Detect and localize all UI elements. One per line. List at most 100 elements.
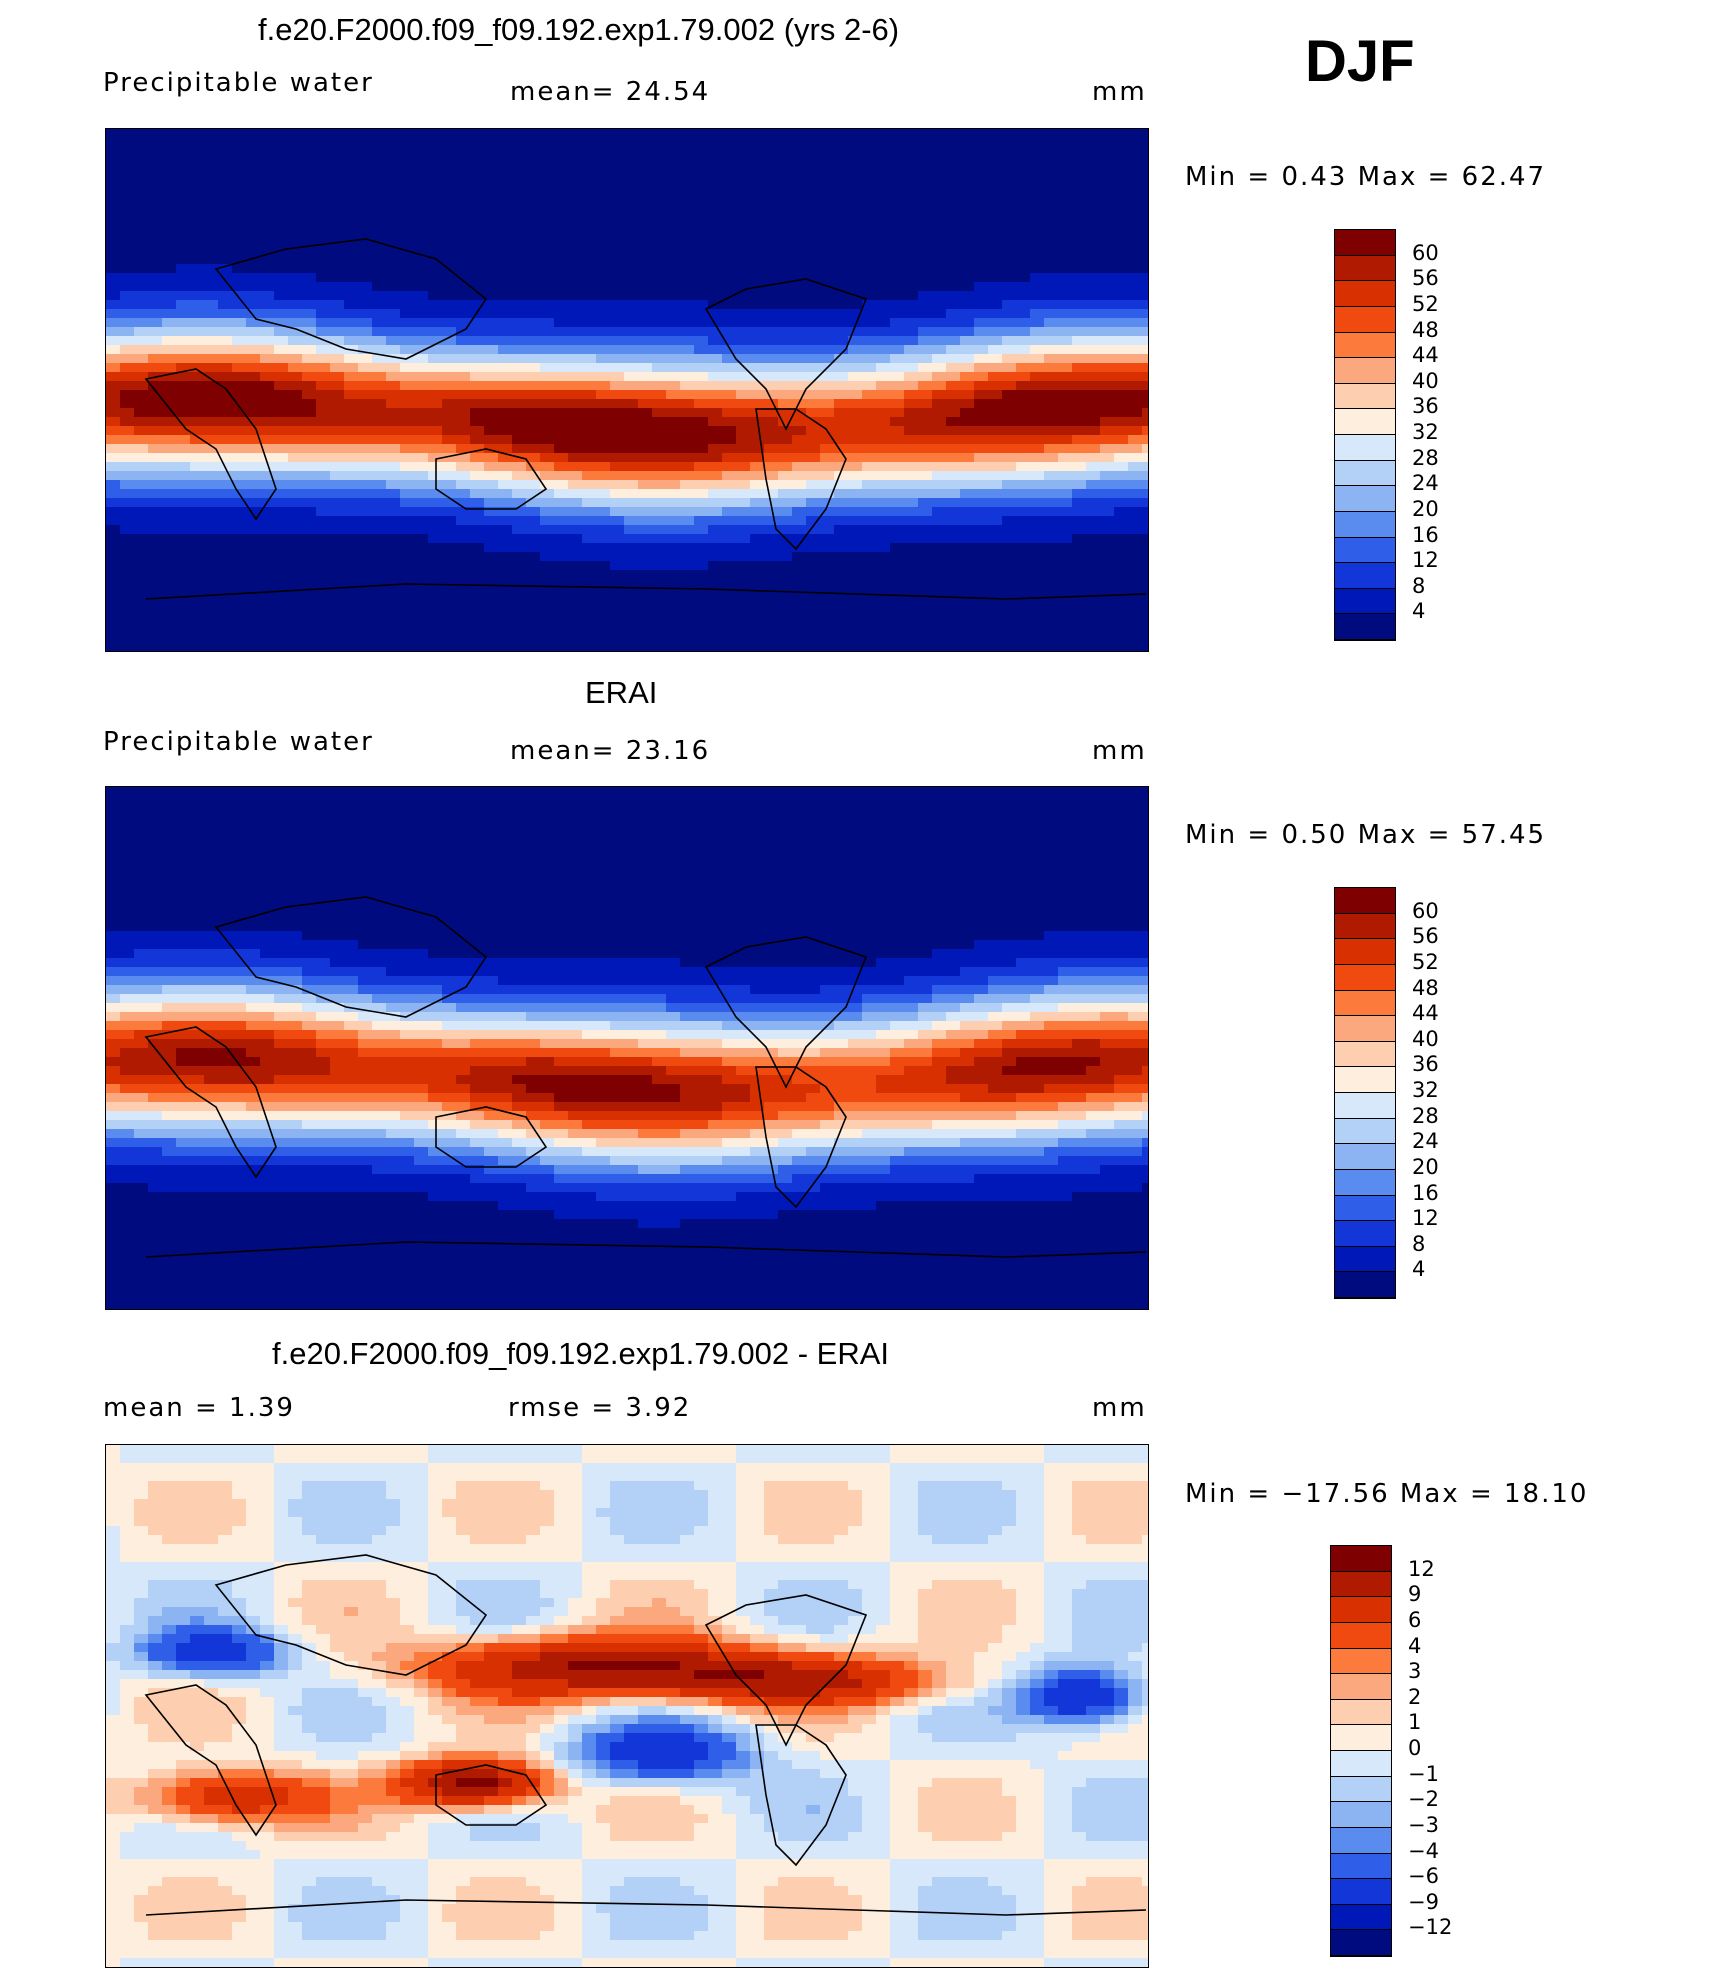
colorbar-swatch [1331,1904,1391,1931]
colorbar-swatch [1335,990,1395,1017]
coastline [435,1106,548,1168]
colorbar-swatch [1335,1144,1395,1170]
colorbar-swatch [1335,1041,1395,1068]
panel-1-map [105,128,1149,652]
colorbar-swatch [1335,460,1395,487]
colorbar-swatch [1335,230,1395,256]
colorbar-swatch [1331,1827,1391,1854]
panel-2-minmax-label: Min = 0.50 Max = 57.45 [1185,820,1547,850]
colorbar-swatch [1331,1546,1391,1572]
colorbar-tick-label: 56 [1412,924,1439,949]
colorbar-tick-label: −12 [1408,1915,1453,1940]
colorbar-tick-label: 36 [1412,394,1439,419]
coastline [755,1724,847,1867]
colorbar-swatch [1335,1093,1395,1119]
colorbar-tick-label: 44 [1412,343,1439,368]
colorbar-swatch [1331,1853,1391,1880]
colorbar-swatch [1335,537,1395,564]
panel-2-map [105,786,1149,1310]
colorbar-swatch [1335,614,1395,640]
season-label: DJF [1305,29,1415,94]
colorbar-tick-label: −1 [1408,1761,1439,1786]
colorbar-swatch [1331,1879,1391,1905]
panel-1-units-label: mm [1092,77,1147,107]
colorbar-tick-label: 52 [1412,291,1439,316]
colorbar-swatch [1335,1221,1395,1247]
colorbar-swatch [1331,1930,1391,1956]
colorbar-swatch [1335,255,1395,282]
colorbar-tick-label: 4 [1408,1633,1422,1658]
colorbar-tick-label: 60 [1412,898,1439,923]
colorbar-swatch [1335,1016,1395,1042]
colorbar-swatch [1331,1648,1391,1675]
colorbar-tick-label: 24 [1412,471,1439,496]
colorbar-swatch [1335,358,1395,384]
colorbar-swatch [1331,1622,1391,1649]
panel-1-mean-label: mean= 24.54 [510,77,711,107]
colorbar-tick-label: 56 [1412,266,1439,291]
colorbar-swatch [1331,1699,1391,1726]
colorbar-tick-label: 8 [1412,1231,1426,1256]
colorbar-tick-label: 60 [1412,240,1439,265]
colorbar-tick-label: 3 [1408,1659,1422,1684]
coastline [144,1026,277,1179]
colorbar-swatch [1331,1802,1391,1828]
coastline [704,278,868,431]
coastline [704,1594,868,1747]
colorbar-tick-label: −9 [1408,1889,1439,1914]
panel-3-rmse-label: rmse = 3.92 [508,1393,692,1423]
colorbar-tick-label: 36 [1412,1052,1439,1077]
colorbar-tick-label: −6 [1408,1864,1439,1889]
colorbar-swatch [1335,939,1395,965]
panel-2-units-label: mm [1092,736,1147,766]
coastline [755,408,847,551]
colorbar-tick-label: 52 [1412,949,1439,974]
panel-2-colorbar [1334,887,1396,1299]
colorbar-tick-label: −2 [1408,1787,1439,1812]
colorbar-swatch [1335,435,1395,461]
colorbar-swatch [1335,913,1395,940]
colorbar-tick-label: 20 [1412,496,1439,521]
panel-3-title: f.e20.F2000.f09_f09.192.exp1.79.002 - ER… [272,1336,890,1371]
colorbar-tick-label: 12 [1412,548,1439,573]
colorbar-tick-label: 16 [1412,522,1439,547]
panel-3-colorbar [1330,1545,1392,1957]
colorbar-tick-label: 4 [1412,1257,1426,1282]
panel-1-map-svg [106,129,1148,651]
colorbar-tick-label: 32 [1412,1078,1439,1102]
panel-2-title: ERAI [585,675,658,710]
colorbar-swatch [1335,563,1395,589]
colorbar-tick-label: 48 [1412,975,1439,1000]
colorbar-tick-label: −3 [1408,1812,1439,1837]
colorbar-swatch [1335,888,1395,914]
colorbar-tick-label: 8 [1412,573,1426,598]
panel-3-units-label: mm [1092,1393,1147,1423]
coastline [755,1066,847,1209]
colorbar-swatch [1331,1776,1391,1803]
colorbar-tick-label: 40 [1412,368,1439,393]
coastline [435,1764,548,1826]
colorbar-tick-label: 24 [1412,1129,1439,1154]
coastline [144,1684,277,1837]
panel-3-mean-label: mean = 1.39 [103,1393,295,1423]
colorbar-tick-label: 28 [1412,1103,1439,1128]
colorbar-tick-label: 28 [1412,445,1439,470]
colorbar-tick-label: 1 [1408,1710,1422,1735]
colorbar-tick-label: 6 [1408,1607,1422,1632]
panel-3-map-svg [106,1445,1148,1967]
colorbar-swatch [1335,1246,1395,1273]
colorbar-swatch [1331,1725,1391,1751]
colorbar-tick-label: 12 [1408,1556,1435,1581]
colorbar-tick-label: 16 [1412,1180,1439,1205]
panel-3-minmax-label: Min = −17.56 Max = 18.10 [1185,1479,1589,1509]
colorbar-swatch [1335,486,1395,512]
colorbar-swatch [1331,1571,1391,1598]
colorbar-swatch [1335,588,1395,615]
colorbar-swatch [1335,964,1395,991]
colorbar-tick-label: 32 [1412,420,1439,444]
colorbar-swatch [1335,1067,1395,1093]
coastline [214,238,488,360]
coastline [435,448,548,510]
colorbar-swatch [1335,1118,1395,1145]
colorbar-tick-label: 2 [1408,1684,1422,1709]
